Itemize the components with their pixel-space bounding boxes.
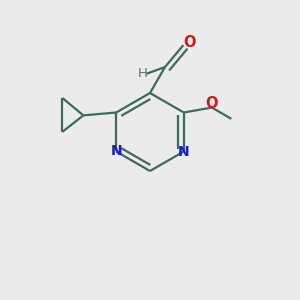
Text: N: N: [178, 145, 190, 158]
Text: N: N: [110, 145, 122, 158]
Text: H: H: [138, 67, 148, 80]
Text: O: O: [206, 97, 218, 112]
Text: O: O: [184, 35, 196, 50]
